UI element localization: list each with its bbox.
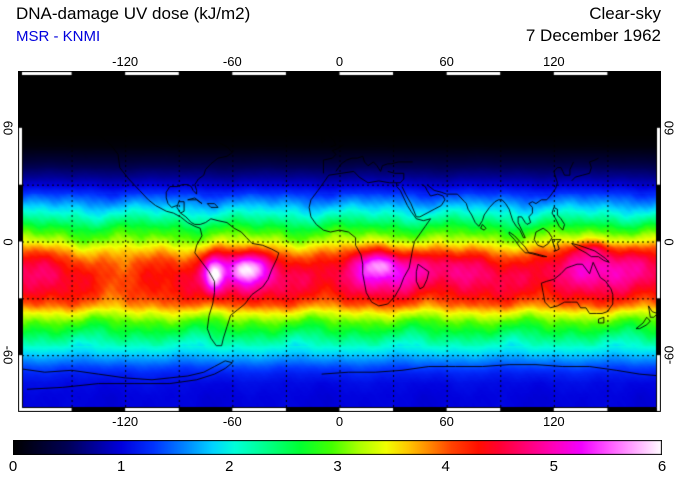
world-uv-heatmap [18, 71, 661, 412]
colorbar-tick-label: 5 [549, 458, 558, 475]
colorbar-tick-label: 1 [116, 458, 126, 475]
lon-tick-label: 60 [439, 54, 454, 69]
colorbar [13, 440, 662, 455]
lat-tick-label: 60 [0, 120, 16, 136]
lat-tick-label: 0 [0, 237, 16, 246]
lon-tick-label: 120 [542, 414, 565, 429]
source-label: MSR - KNMI [16, 28, 101, 45]
lat-tick-label: -60 [661, 345, 677, 365]
lon-tick-label: -120 [112, 54, 139, 69]
colorbar-tick-label: 6 [657, 458, 667, 475]
colorbar-tick-label: 0 [8, 458, 18, 475]
colorbar-tick-label: 4 [441, 458, 450, 475]
lon-tick-label: -120 [112, 414, 139, 429]
lon-tick-label: 0 [335, 414, 344, 429]
lat-tick-label: -60 [0, 345, 16, 365]
lon-tick-label: 120 [542, 54, 565, 69]
date-label: 7 December 1962 [525, 26, 661, 45]
lat-tick-label: 0 [661, 237, 677, 246]
lon-tick-label: 60 [439, 414, 454, 429]
colorbar-tick-label: 3 [333, 458, 342, 475]
colorbar-tick-label: 2 [225, 458, 234, 475]
lat-tick-label: 60 [661, 120, 677, 136]
lon-tick-label: -60 [222, 54, 242, 69]
condition-label: Clear-sky [589, 4, 661, 23]
lon-tick-label: -60 [222, 414, 242, 429]
page-title: DNA-damage UV dose (kJ/m2) [16, 4, 251, 23]
lon-tick-label: 0 [335, 54, 344, 69]
